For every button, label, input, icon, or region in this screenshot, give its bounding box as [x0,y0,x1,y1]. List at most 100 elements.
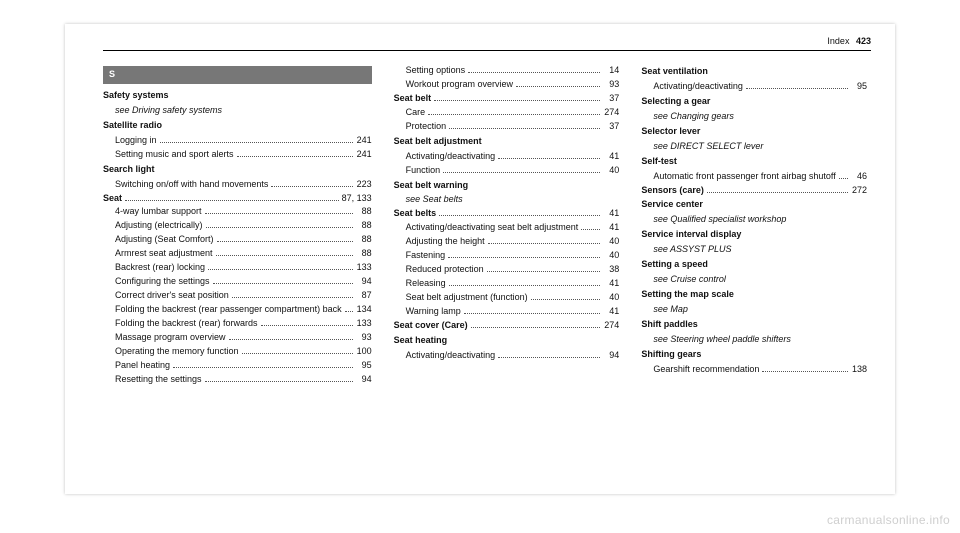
subentry-label: Setting options [406,64,466,78]
leader-dots [434,93,600,101]
index-term-with-page: Seat belt37 [394,92,620,106]
index-term: Setting the map scale [641,287,867,303]
leader-dots [217,234,353,242]
frame: Index 423 S Safety systemssee Driving sa… [0,0,960,494]
index-subentry: Seat belt adjustment (function) 40 [394,291,620,305]
index-term-with-page: Seat cover (Care)274 [394,319,620,333]
subentry-label: Care [406,106,426,120]
leader-dots [487,264,601,272]
subentry-label: Protection [406,120,447,134]
index-term: Satellite radio [103,118,372,134]
leader-dots [345,304,353,312]
index-subentry: Activating/deactivating seat belt adjust… [394,221,620,235]
index-term: Selector lever [641,124,867,140]
index-subentry: Gearshift recommendation138 [641,363,867,377]
see-label: see Steering wheel paddle shifters [653,333,791,347]
page-ref: 272 [851,184,867,198]
index-columns: S Safety systemssee Driving safety syste… [103,64,867,387]
page-ref: 274 [603,106,619,120]
subentry-label: Reduced protection [406,263,484,277]
page-ref: 95 [356,359,372,373]
leader-dots [237,149,353,157]
term-label: Seat belt [394,92,432,106]
header-section: Index [827,36,849,46]
index-subentry: Folding the backrest (rear) forwards133 [103,317,372,331]
index-term: Seat belt warning [394,178,620,194]
leader-dots [271,178,352,186]
index-term: Shifting gears [641,347,867,363]
page-ref: 41 [603,207,619,221]
page-ref: 41 [603,305,619,319]
index-subentry: Setting music and sport alerts241 [103,148,372,162]
leader-dots [213,276,353,284]
index-subentry: Adjusting the height40 [394,235,620,249]
page-ref: 100 [356,345,372,359]
index-term: Service center [641,197,867,213]
subentry-label: Adjusting the height [406,235,485,249]
index-term: Service interval display [641,227,867,243]
page-ref: 40 [603,164,619,178]
leader-dots [498,350,600,358]
term-label: Seat belts [394,207,437,221]
subentry-label: Seat belt adjustment (function) [406,291,528,305]
leader-dots [242,346,353,354]
leader-dots [746,81,848,89]
page-ref: 38 [603,263,619,277]
see-label: see Changing gears [653,110,734,124]
index-subentry: Switching on/off with hand movements223 [103,178,372,192]
index-column-1: S Safety systemssee Driving safety syste… [103,64,372,387]
page-ref: 241 [356,134,372,148]
index-subentry: Armrest seat adjustment88 [103,247,372,261]
index-subentry: Warning lamp 41 [394,305,620,319]
index-subentry: Protection37 [394,120,620,134]
index-column-2: Setting options14Workout program overvie… [394,64,620,387]
page-ref: 88 [356,247,372,261]
subentry-label: Warning lamp [406,305,461,319]
see-label: see Map [653,303,688,317]
index-term: Seat ventilation [641,64,867,80]
page-ref: 94 [603,349,619,363]
subentry-label: Massage program overview [115,331,226,345]
index-term: Shift paddles [641,317,867,333]
index-subentry: Care 274 [394,106,620,120]
subentry-label: Correct driver's seat position [115,289,229,303]
subentry-label: Resetting the settings [115,373,202,387]
leader-dots [160,135,353,143]
index-subentry: Reduced protection 38 [394,263,620,277]
leader-dots [443,164,600,172]
index-subentry: Activating/deactivating94 [394,349,620,363]
index-subentry: Resetting the settings94 [103,373,372,387]
leader-dots [471,320,601,328]
see-label: see ASSYST PLUS [653,243,731,257]
index-subentry: Adjusting (Seat Comfort)88 [103,233,372,247]
subentry-label: Adjusting (electrically) [115,219,203,233]
page-ref: 133 [356,261,372,275]
subentry-label: Folding the backrest (rear passenger com… [115,303,342,317]
subentry-label: Activating/deactivating [406,150,496,164]
page-ref: 40 [603,291,619,305]
index-see-reference: see Cruise control [641,273,867,287]
page-ref: 88 [356,219,372,233]
leader-dots [449,121,600,129]
index-see-reference: see Changing gears [641,110,867,124]
index-term: Search light [103,162,372,178]
index-subentry: Fastening40 [394,249,620,263]
page-ref: 41 [603,150,619,164]
index-term-with-page: Seat87, 133 [103,192,372,206]
page-ref: 40 [603,249,619,263]
leader-dots [206,220,353,228]
leader-dots [232,290,353,298]
term-label: Seat cover (Care) [394,319,468,333]
index-term-with-page: Sensors (care)272 [641,184,867,198]
page-ref: 95 [851,80,867,94]
subentry-label: Configuring the settings [115,275,210,289]
watermark: carmanualsonline.info [827,513,950,527]
leader-dots [468,65,600,73]
leader-dots [531,292,601,300]
page-ref: 133 [356,317,372,331]
subentry-label: Panel heating [115,359,170,373]
subentry-label: Releasing [406,277,446,291]
page-ref: 87, 133 [342,192,372,206]
page-ref: 46 [851,170,867,184]
subentry-label: Function [406,164,441,178]
